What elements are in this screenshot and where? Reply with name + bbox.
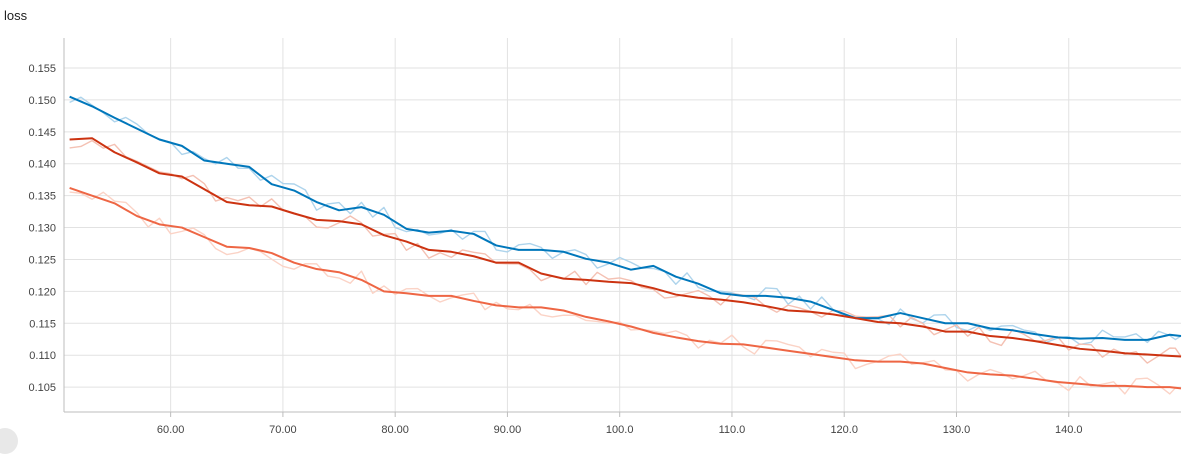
x-tick-label: 130.0 <box>943 424 971 436</box>
raw-series-line-0 <box>69 96 1182 346</box>
x-tick-label: 120.0 <box>830 424 858 436</box>
series-line-1 <box>69 137 1182 358</box>
x-tick-label: 140.0 <box>1055 424 1083 436</box>
smoothed-series-layer <box>69 95 1182 390</box>
y-tick-label: 0.120 <box>28 286 56 298</box>
raw-series-layer <box>69 96 1182 395</box>
y-tick-label: 0.115 <box>29 318 56 330</box>
x-tick-label: 100.0 <box>606 424 634 436</box>
raw-series-line-2 <box>69 191 1182 395</box>
y-tick-label: 0.145 <box>28 127 56 139</box>
axes <box>63 38 1181 417</box>
x-tick-label: 70.00 <box>269 424 297 436</box>
y-tick-label: 0.150 <box>28 95 56 107</box>
loss-chart: 0.105 0.110 0.115 0.120 0.125 0.130 0.135 0.140… <box>28 38 1182 436</box>
x-tick-label: 60.00 <box>157 424 185 436</box>
x-tick-label: 80.00 <box>381 424 409 436</box>
y-tick-label: 0.105 <box>28 382 56 394</box>
grid <box>64 38 1181 412</box>
y-tick-label: 0.110 <box>29 350 56 362</box>
x-tick-label: 90.00 <box>494 424 522 436</box>
chart-title: loss <box>4 8 28 23</box>
y-tick-label: 0.155 <box>28 63 56 75</box>
tick-labels: 0.105 0.110 0.115 0.120 0.125 0.130 0.135 0.140… <box>28 63 1082 436</box>
y-tick-label: 0.125 <box>28 254 56 266</box>
raw-series-line-1 <box>69 139 1182 364</box>
series-line-2 <box>69 187 1182 390</box>
x-tick-label: 110.0 <box>719 424 746 436</box>
series-line-0 <box>69 95 1182 341</box>
y-tick-label: 0.130 <box>28 223 56 235</box>
y-tick-label: 0.135 <box>28 191 56 203</box>
y-tick-label: 0.140 <box>28 159 56 171</box>
